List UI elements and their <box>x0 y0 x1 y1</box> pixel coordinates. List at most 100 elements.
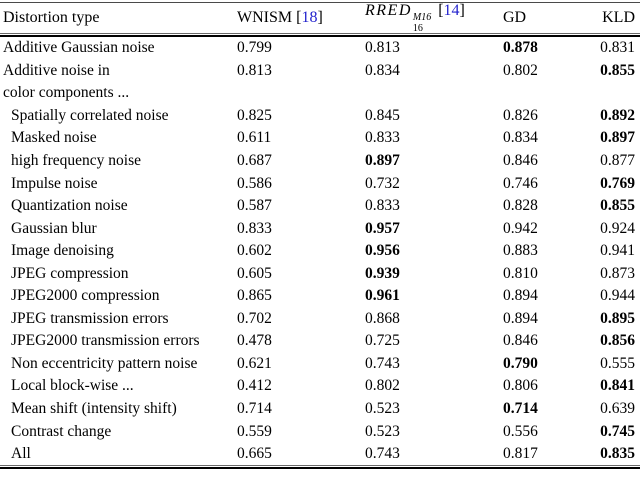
wnism-label: WNISM <box>237 9 293 26</box>
cell-value: 0.856 <box>600 332 635 350</box>
cell-value: 0.802 <box>503 61 538 79</box>
cell-value: 0.743 <box>365 354 400 372</box>
row-label: Gaussian blur <box>11 219 97 237</box>
table-row: high frequency noise 0.687 0.897 0.846 0.877 <box>0 150 640 173</box>
cell-value: 0.957 <box>365 219 400 237</box>
cell-value: 0.810 <box>503 264 538 282</box>
table-row: Mean shift (intensity shift) 0.714 0.523 0.… <box>0 398 640 421</box>
cell-value: 0.702 <box>237 309 272 327</box>
table-row: color components ... <box>0 82 640 105</box>
citation-link-14[interactable]: 14 <box>443 2 460 19</box>
bracket-close: ] <box>317 9 323 26</box>
cell-value: 0.412 <box>237 377 272 395</box>
table-row: Image denoising 0.602 0.956 0.883 0.941 <box>0 240 640 263</box>
cell-value: 0.621 <box>237 354 272 372</box>
cell-value: 0.725 <box>365 332 400 350</box>
cell-value: 0.894 <box>503 309 538 327</box>
cell-value: 0.556 <box>503 422 538 440</box>
table-top-rule <box>0 2 640 3</box>
cell-value: 0.559 <box>237 422 272 440</box>
cell-value: 0.924 <box>600 219 635 237</box>
cell-value: 0.845 <box>365 106 400 124</box>
cell-value: 0.746 <box>503 174 538 192</box>
col-header-distortion-type: Distortion type <box>0 9 237 27</box>
row-label: Local block-wise ... <box>11 377 134 395</box>
cell-value: 0.769 <box>600 174 635 192</box>
cell-value: 0.665 <box>237 445 272 463</box>
cell-value: 0.602 <box>237 242 272 260</box>
cell-value: 0.833 <box>365 129 400 147</box>
row-label: Quantization noise <box>11 197 128 215</box>
col-header-rred: RRED M16 16 [14] <box>365 2 503 34</box>
cell-value: 0.586 <box>237 174 272 192</box>
row-label: Additive noise in <box>3 61 110 79</box>
rred-superscript: M16 <box>412 12 432 23</box>
row-label: JPEG transmission errors <box>11 309 169 327</box>
row-label: Additive Gaussian noise <box>3 39 155 57</box>
cell-value: 0.639 <box>600 400 635 418</box>
cell-value: 0.478 <box>237 332 272 350</box>
table-row: JPEG transmission errors 0.702 0.868 0.894 0… <box>0 308 640 331</box>
cell-value: 0.611 <box>237 129 272 147</box>
cell-value: 0.865 <box>237 287 272 305</box>
cell-value: 0.745 <box>600 422 635 440</box>
cell-value: 0.833 <box>365 197 400 215</box>
table-row: JPEG2000 transmission errors 0.478 0.725 0.… <box>0 330 640 353</box>
cell-value: 0.895 <box>600 309 635 327</box>
cell-value: 0.813 <box>237 61 272 79</box>
row-label: Contrast change <box>11 422 112 440</box>
cell-value: 0.802 <box>365 377 400 395</box>
citation-link-18[interactable]: 18 <box>301 9 318 26</box>
bracket-close: ] <box>459 2 465 19</box>
cell-value: 0.826 <box>503 106 538 124</box>
cell-value: 0.942 <box>503 219 538 237</box>
cell-value: 0.714 <box>237 400 272 418</box>
table-row: Additive Gaussian noise 0.799 0.813 0.878 0.… <box>0 37 640 60</box>
rred-label: RRED <box>365 2 412 19</box>
cell-value: 0.883 <box>503 242 538 260</box>
cell-value: 0.817 <box>503 445 538 463</box>
cell-value: 0.834 <box>365 61 400 79</box>
table-row: Gaussian blur 0.833 0.957 0.942 0.924 <box>0 217 640 240</box>
cell-value: 0.956 <box>365 242 400 260</box>
cell-value: 0.687 <box>237 152 272 169</box>
cell-value: 0.523 <box>365 422 400 440</box>
cell-value: 0.961 <box>365 287 400 305</box>
cell-value: 0.877 <box>600 152 635 169</box>
row-label: Masked noise <box>11 129 97 147</box>
cell-value: 0.799 <box>237 39 272 57</box>
cell-value: 0.714 <box>503 400 538 418</box>
table-row: Impulse noise 0.586 0.732 0.746 0.769 <box>0 172 640 195</box>
cell-value: 0.732 <box>365 174 400 192</box>
row-label: Non eccentricity pattern noise <box>11 354 198 372</box>
table-header-row: Distortion type WNISM [18] RRED M16 16 [14… <box>0 2 640 34</box>
cell-value: 0.855 <box>600 61 635 79</box>
row-label: JPEG2000 transmission errors <box>11 332 200 350</box>
cell-value: 0.894 <box>503 287 538 305</box>
table-row: Contrast change 0.559 0.523 0.556 0.745 <box>0 420 640 443</box>
table-row: JPEG2000 compression 0.865 0.961 0.894 0.944 <box>0 285 640 308</box>
cell-value: 0.806 <box>503 377 538 395</box>
cell-value: 0.833 <box>237 219 272 237</box>
cell-value: 0.941 <box>600 242 635 260</box>
table-row: Local block-wise ... 0.412 0.802 0.806 0.841 <box>0 375 640 398</box>
table-row: Spatially correlated noise 0.825 0.845 0.82… <box>0 105 640 128</box>
cell-value: 0.878 <box>503 39 538 57</box>
table-row: Quantization noise 0.587 0.833 0.828 0.855 <box>0 195 640 218</box>
kld-label: KLD <box>602 9 635 26</box>
table-bottom-rule <box>0 465 640 470</box>
cell-value: 0.831 <box>600 39 635 57</box>
row-label: color components ... <box>3 84 130 102</box>
rred-sup-sub: M16 16 <box>412 12 432 34</box>
table-row: Non eccentricity pattern noise 0.621 0.743… <box>0 353 640 376</box>
cell-value: 0.825 <box>237 106 272 124</box>
col-header-gd: GD <box>503 9 592 27</box>
table-rows: Additive Gaussian noise 0.799 0.813 0.878 0.… <box>0 37 640 465</box>
cell-value: 0.944 <box>600 287 635 305</box>
bracket-open: [ <box>296 9 302 26</box>
cell-value: 0.846 <box>503 152 538 169</box>
cell-value: 0.605 <box>237 264 272 282</box>
cell-value: 0.790 <box>503 354 538 372</box>
cell-value: 0.868 <box>365 309 400 327</box>
row-label: Impulse noise <box>11 174 98 192</box>
